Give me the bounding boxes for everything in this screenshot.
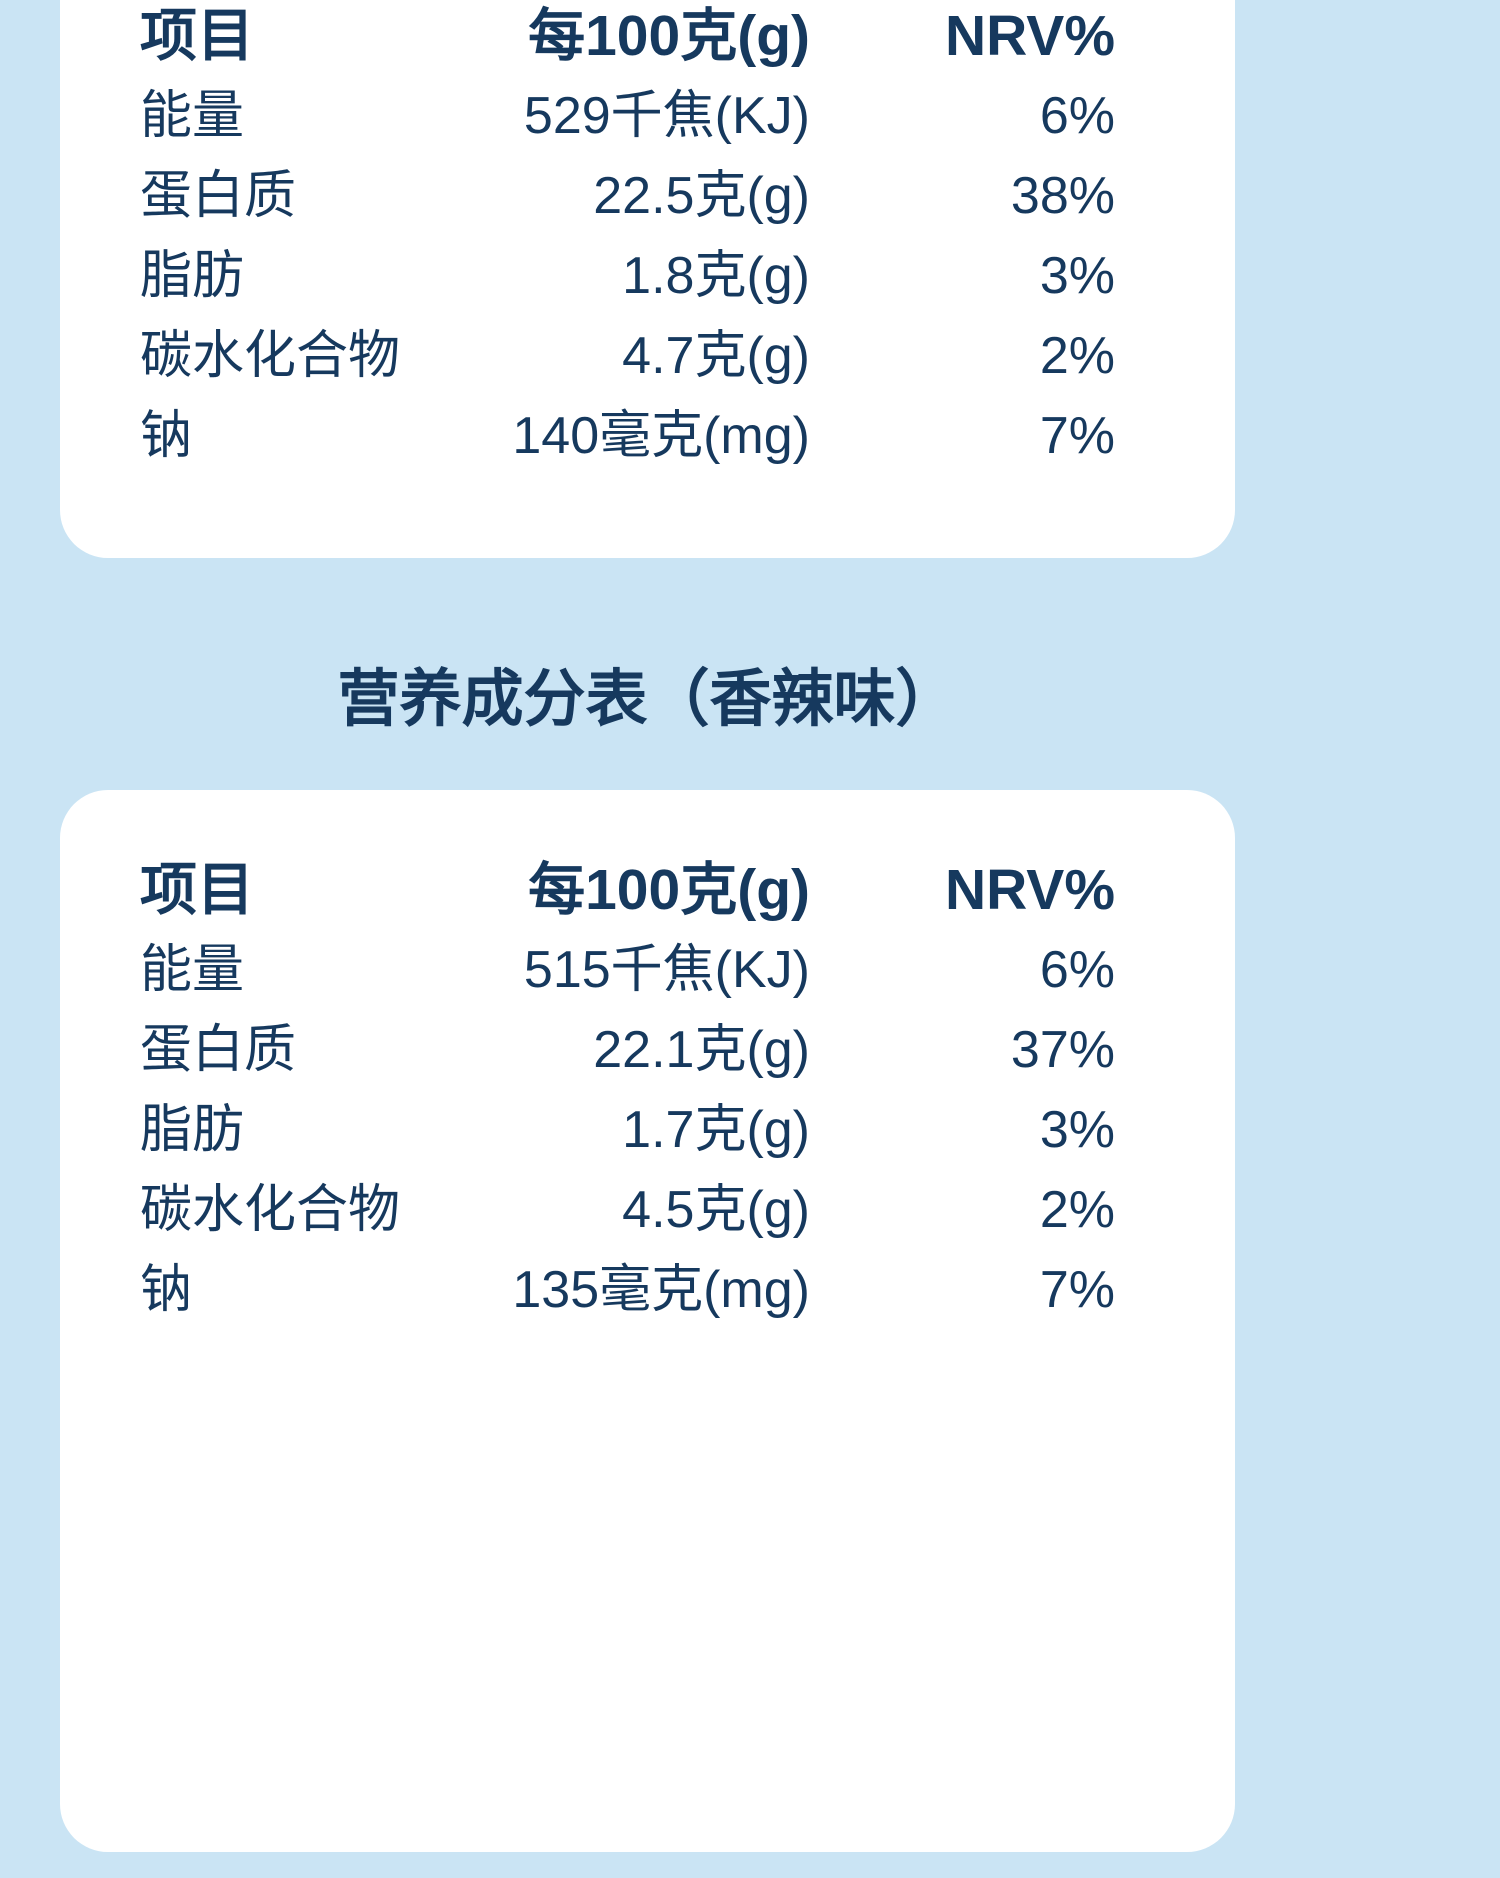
nutrient-name: 蛋白质: [140, 167, 297, 225]
table-row: 碳水化合物 4.7克(g) 2%: [140, 316, 1115, 396]
table-header-row: 项目 每100克(g) NRV%: [140, 850, 1115, 930]
nutrition-card-spicy: 项目 每100克(g) NRV% 能量 515千焦(KJ) 6% 蛋白质 22.…: [60, 790, 1235, 1852]
nrv-percent: 37%: [1010, 1021, 1115, 1079]
table-row: 蛋白质 22.1克(g) 37%: [140, 1010, 1115, 1090]
nrv-percent: 38%: [1010, 167, 1115, 225]
amount-per-100g: 4.7克(g): [622, 327, 810, 385]
col-header-per-100g: 每100克(g): [528, 3, 810, 68]
amount-per-100g: 1.8克(g): [622, 247, 810, 305]
nutrient-name: 脂肪: [140, 247, 245, 305]
nrv-percent: 2%: [1039, 327, 1115, 385]
amount-per-100g: 22.5克(g): [593, 167, 810, 225]
table-row: 碳水化合物 4.5克(g) 2%: [140, 1170, 1115, 1250]
table-row: 能量 515千焦(KJ) 6%: [140, 930, 1115, 1010]
col-header-item: 项目: [140, 3, 254, 68]
nrv-percent: 3%: [1039, 247, 1115, 305]
col-header-item: 项目: [140, 857, 254, 922]
amount-per-100g: 140毫克(mg): [512, 407, 810, 465]
nrv-percent: 6%: [1039, 941, 1115, 999]
amount-per-100g: 135毫克(mg): [512, 1261, 810, 1319]
table-row: 钠 140毫克(mg) 7%: [140, 396, 1115, 476]
table-row: 能量 529千焦(KJ) 6%: [140, 76, 1115, 156]
table-row: 钠 135毫克(mg) 7%: [140, 1250, 1115, 1330]
table-row: 脂肪 1.8克(g) 3%: [140, 236, 1115, 316]
nrv-percent: 7%: [1039, 1261, 1115, 1319]
nutrient-name: 碳水化合物: [140, 327, 401, 385]
amount-per-100g: 515千焦(KJ): [523, 941, 810, 999]
amount-per-100g: 22.1克(g): [593, 1021, 810, 1079]
table-row: 蛋白质 22.5克(g) 38%: [140, 156, 1115, 236]
nutrient-name: 脂肪: [140, 1101, 245, 1159]
nrv-percent: 3%: [1039, 1101, 1115, 1159]
nutrient-name: 碳水化合物: [140, 1181, 401, 1239]
amount-per-100g: 1.7克(g): [622, 1101, 810, 1159]
table-header-row: 项目 每100克(g) NRV%: [140, 0, 1115, 76]
nrv-percent: 6%: [1039, 87, 1115, 145]
amount-per-100g: 4.5克(g): [622, 1181, 810, 1239]
nutrition-card-top: 项目 每100克(g) NRV% 能量 529千焦(KJ) 6% 蛋白质 22.…: [60, 0, 1235, 558]
nrv-percent: 7%: [1039, 407, 1115, 465]
nutrient-name: 能量: [140, 87, 245, 145]
nutrient-name: 能量: [140, 941, 245, 999]
amount-per-100g: 529千焦(KJ): [523, 87, 810, 145]
nutrient-name: 钠: [140, 1261, 193, 1319]
col-header-nrv: NRV%: [945, 857, 1115, 922]
section-title: 营养成分表（香辣味）: [337, 665, 958, 734]
nutrient-name: 蛋白质: [140, 1021, 297, 1079]
nutrient-name: 钠: [140, 407, 193, 465]
nrv-percent: 2%: [1039, 1181, 1115, 1239]
col-header-nrv: NRV%: [945, 3, 1115, 68]
col-header-per-100g: 每100克(g): [528, 857, 810, 922]
table-row: 脂肪 1.7克(g) 3%: [140, 1090, 1115, 1170]
